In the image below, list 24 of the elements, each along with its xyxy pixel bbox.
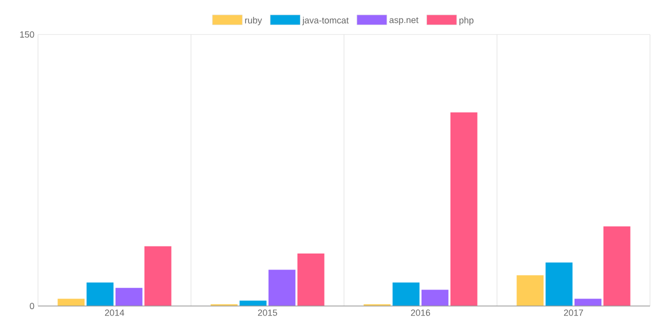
bar [546, 262, 573, 306]
bar [297, 254, 324, 306]
bar [422, 290, 448, 306]
legend-label: php [459, 16, 474, 26]
legend-label: asp.net [389, 17, 418, 25]
bar [86, 282, 114, 306]
y-tick-label: 0 [30, 302, 34, 310]
bar [240, 300, 267, 306]
legend-label: ruby [245, 16, 262, 26]
x-tick-label: 2016 [410, 310, 430, 316]
bar [603, 226, 630, 306]
bar [58, 298, 85, 306]
x-tick-label: 2015 [258, 310, 278, 316]
bar [392, 282, 420, 306]
legend-label: java-tomcat [302, 16, 349, 26]
bar [574, 298, 602, 306]
y-tick-label: 150 [20, 31, 34, 38]
bar [268, 270, 296, 306]
bar [516, 275, 544, 306]
x-tick-label: 2017 [564, 310, 584, 316]
x-tick-label: 2014 [104, 310, 124, 316]
bar [450, 112, 478, 306]
bar [116, 288, 142, 306]
bar [144, 246, 172, 306]
